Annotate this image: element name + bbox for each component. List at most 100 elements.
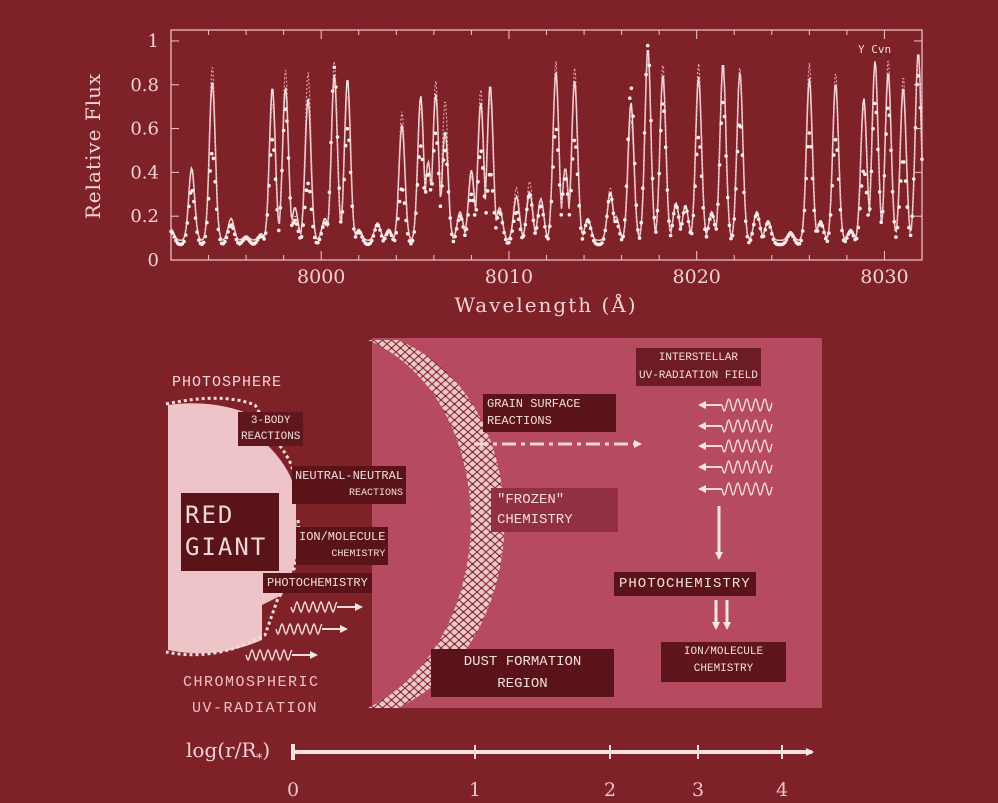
observed-point [523,222,528,227]
observed-point [897,205,901,209]
observed-point [193,216,198,220]
observed-point [278,205,283,210]
radius-tick-label: 0 [287,779,299,801]
observed-point [325,222,330,226]
observed-point [211,156,216,161]
observed-point [910,214,914,219]
photochemistry-outer-label: PHOTOCHEMISTRY [614,572,756,596]
observed-point [628,96,632,100]
observed-point [792,238,797,242]
observed-point [752,222,756,227]
y-tick-label: 0.4 [130,162,159,183]
frozen-line2: CHEMISTRY [497,512,573,528]
dotted-model-line [170,58,923,241]
observed-point [512,219,516,223]
observed-point [461,225,466,229]
observed-point [611,211,616,216]
observed-point [541,212,545,217]
observed-point [308,189,312,194]
observed-point [807,131,812,135]
observed-point [784,238,789,242]
observed-point [170,231,175,235]
observed-point [273,177,278,181]
observed-point [208,169,212,173]
observed-point [868,207,872,211]
chromospheric-label: CHROMOSPHERIC UV-RADIATION [183,670,320,722]
observed-point [371,234,376,238]
observed-point [559,213,563,217]
observed-point [309,207,314,212]
observed-point [474,208,479,212]
observed-point [567,213,572,217]
observed-point [183,233,188,237]
observed-point [711,214,715,219]
observed-point [636,228,640,232]
observed-point [495,216,500,220]
observed-point [301,223,306,227]
ion-molecule-inner-line2: CHEMISTRY [331,549,386,560]
giant-label: GIANT [185,533,268,561]
observed-point [197,238,201,242]
observed-point [342,177,346,182]
observed-point [518,227,523,231]
observed-point [836,177,841,181]
observed-point [388,230,392,234]
observed-point [525,207,529,212]
observed-point [229,223,234,227]
observed-point [650,176,655,181]
observed-point [618,231,622,236]
observed-point [485,189,490,193]
observed-point [879,220,883,224]
observed-point [619,237,624,242]
observed-point [216,227,221,232]
observed-point [213,179,217,184]
observed-point [732,217,737,221]
observed-point [740,153,745,157]
observed-point [717,163,722,167]
observed-point [280,168,284,173]
observed-point [557,183,562,187]
observed-point [528,193,532,197]
observed-point [676,215,681,219]
observed-point [389,233,394,238]
observed-point [739,125,743,129]
observed-point [262,237,266,241]
observed-point [642,131,647,135]
interstellar-line2: UV-RADIATION FIELD [639,370,758,382]
observed-point [404,218,408,223]
observed-point [645,43,650,48]
observed-point [791,234,795,239]
observed-point [479,149,484,153]
observed-point [668,233,673,238]
observed-point [902,160,906,164]
observed-point [500,220,505,225]
observed-point [887,113,892,118]
three-body-line2: REACTIONS [241,431,301,443]
observed-point [725,195,730,200]
red-giant-label: RED GIANT [181,493,279,571]
observed-point [745,234,750,239]
observed-point [750,231,754,236]
observed-point [719,121,723,125]
y-tick-label: 0.6 [130,119,159,140]
observed-point [869,169,874,174]
frozen-line1: "FROZEN" [497,492,565,508]
observed-point [285,119,289,123]
observed-point [214,207,219,212]
radius-axis-label-main: log(r/R [186,738,257,762]
observed-point [172,235,177,239]
observed-point [409,241,413,246]
observed-point [394,230,399,235]
observed-point [583,223,588,228]
neutral-neutral-line2: REACTIONS [349,488,404,499]
observed-point [683,205,688,210]
observed-point [195,230,199,234]
observed-point [384,232,389,237]
observed-point [471,198,475,203]
observed-point [536,214,541,218]
observed-point [419,144,423,148]
observed-point [281,128,286,133]
observed-point [401,188,405,192]
observed-point [763,227,768,232]
observed-point [489,172,493,177]
